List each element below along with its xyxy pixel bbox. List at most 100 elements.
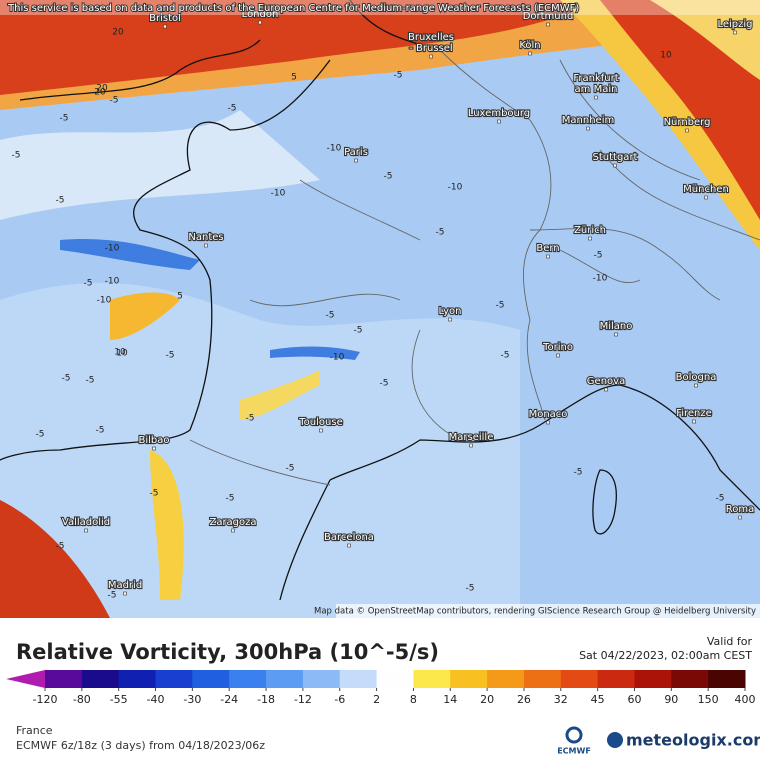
colorbar-swatch <box>413 670 451 688</box>
city-marker <box>354 158 358 163</box>
city-marker <box>588 236 592 241</box>
contour-label: -5 <box>84 279 93 289</box>
contour-label: -5 <box>594 251 603 261</box>
city-label: Nantes <box>188 232 223 243</box>
city-marker <box>152 446 156 451</box>
city-label: Monaco <box>529 409 568 420</box>
colorbar-tick-label: -30 <box>183 693 201 706</box>
contour-label: -5 <box>166 351 175 361</box>
contour-label: -5 <box>380 379 389 389</box>
contour-label: -5 <box>286 464 295 474</box>
colorbar-tick-label: -80 <box>73 693 91 706</box>
colorbar-swatch <box>266 670 304 688</box>
colorbar-tick-label: -18 <box>257 693 275 706</box>
colorbar-tick-label: 400 <box>735 693 756 706</box>
field <box>600 0 760 220</box>
region: France <box>16 724 53 737</box>
city-label: Madrid <box>108 580 142 591</box>
colorbar-tick-label: 150 <box>698 693 719 706</box>
contour-label: -5 <box>60 114 69 124</box>
colorbar-tick-label: 20 <box>480 693 494 706</box>
colorbar-swatch <box>671 670 709 688</box>
city-label: Leipzig <box>717 19 752 30</box>
brand-logo <box>607 732 623 748</box>
city-label: Zürich <box>574 225 606 236</box>
city-label: Dortmund <box>523 11 574 22</box>
city-marker <box>692 419 696 424</box>
city-marker <box>546 420 550 425</box>
colorbar-swatch <box>339 670 378 688</box>
colorbar-tick-label: 90 <box>664 693 678 706</box>
colorbar-tick-label: -55 <box>110 693 128 706</box>
contour-label: -5 <box>150 489 159 499</box>
city-label: München <box>683 184 729 195</box>
contour-label: -5 <box>62 374 71 384</box>
field <box>270 346 360 360</box>
contour-label: 5 <box>291 73 297 83</box>
field <box>60 239 200 270</box>
ecmwf-logo <box>565 726 583 744</box>
city-marker <box>204 243 208 248</box>
city-marker <box>429 54 433 59</box>
colorbar-swatch <box>597 670 635 688</box>
city-label: Genova <box>587 376 625 387</box>
ecmwf-label: ECMWF <box>557 747 591 756</box>
contour-label: -5 <box>436 228 445 238</box>
city-label: Bologna <box>676 372 717 383</box>
city-label: Stuttgart <box>593 152 638 163</box>
contour-label: 10 <box>114 348 126 358</box>
contour-label: 20 <box>94 88 106 98</box>
contour-label: -5 <box>108 591 117 601</box>
colorbar-tick-label: 26 <box>517 693 531 706</box>
city-marker <box>614 332 618 337</box>
city-marker <box>528 51 532 56</box>
contour-label: -5 <box>56 542 65 552</box>
city-marker <box>594 95 598 100</box>
city-label: Lyon <box>438 306 461 317</box>
contour-label: 20 <box>112 28 124 38</box>
colorbar-tick-label: -6 <box>334 693 345 706</box>
colorbar-tick-label: 32 <box>554 693 568 706</box>
city-marker <box>738 515 742 520</box>
colorbar-tick-label: -24 <box>220 693 238 706</box>
city-marker <box>556 353 560 358</box>
contour-label: -5 <box>496 301 505 311</box>
city-marker <box>694 383 698 388</box>
colorbar-tick-label: -120 <box>33 693 58 706</box>
contour-label: -5 <box>501 351 510 361</box>
colorbar-swatch <box>450 670 488 688</box>
colorbar-tick-label: 60 <box>627 693 641 706</box>
city-label: Valladolid <box>62 517 110 528</box>
city-label: Torino <box>542 342 573 353</box>
contour-label: -10 <box>97 296 112 306</box>
borders <box>189 49 760 486</box>
city-marker <box>704 195 708 200</box>
colorbar-swatch <box>45 670 83 688</box>
city-marker <box>733 30 737 35</box>
field <box>150 450 184 600</box>
colorbar-swatch <box>192 670 230 688</box>
coastline <box>0 0 760 601</box>
contour-label: -5 <box>110 96 119 106</box>
colorbar-tick-label: 45 <box>591 693 605 706</box>
city-label: Toulouse <box>298 417 342 428</box>
colorbar-tick-label: 2 <box>373 693 380 706</box>
contour-label: -5 <box>394 71 403 81</box>
city-label: Marseille <box>449 432 494 443</box>
city-label: Barcelona <box>324 532 374 543</box>
city-label: Nürnberg <box>664 117 711 128</box>
city-label: - Brussel <box>409 43 452 54</box>
city-marker <box>546 254 550 259</box>
contour-label: -5 <box>226 494 235 504</box>
contour-label: -5 <box>326 311 335 321</box>
city-marker <box>604 387 608 392</box>
colorbar-swatch <box>302 670 341 688</box>
city-label: Paris <box>344 147 368 158</box>
city-label: Bern <box>536 243 559 254</box>
field <box>0 110 320 220</box>
colorbar-swatch <box>708 670 746 688</box>
contour-label: -5 <box>86 376 95 386</box>
contour-label: -10 <box>330 353 345 363</box>
contour-label: 10 <box>116 349 128 359</box>
